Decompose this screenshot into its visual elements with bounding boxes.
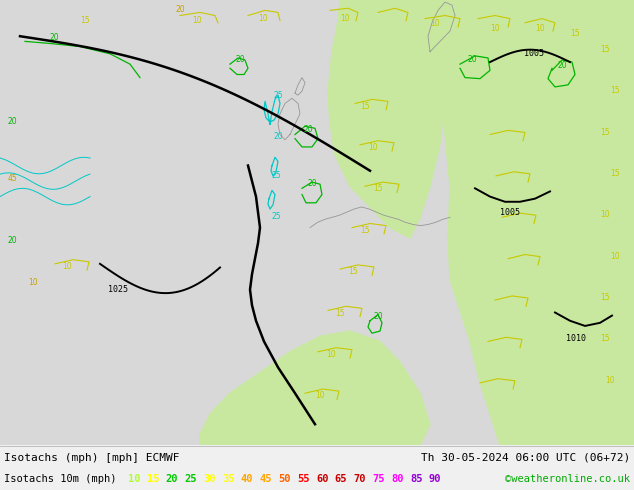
Text: 10: 10 xyxy=(28,277,37,287)
Text: 10: 10 xyxy=(62,262,72,271)
Text: 85: 85 xyxy=(410,474,422,484)
Text: 15: 15 xyxy=(373,184,383,194)
Text: 55: 55 xyxy=(297,474,309,484)
Text: 45: 45 xyxy=(259,474,272,484)
Polygon shape xyxy=(555,0,634,93)
Text: Isotachs (mph) [mph] ECMWF: Isotachs (mph) [mph] ECMWF xyxy=(4,453,179,463)
Text: 10: 10 xyxy=(128,474,141,484)
Text: 20: 20 xyxy=(374,312,384,320)
Text: 15: 15 xyxy=(610,169,619,178)
Text: 50: 50 xyxy=(278,474,291,484)
Text: 90: 90 xyxy=(429,474,441,484)
Text: 20: 20 xyxy=(50,33,60,42)
Text: 20: 20 xyxy=(308,179,318,188)
Text: 15: 15 xyxy=(600,127,610,137)
Text: 20: 20 xyxy=(8,117,18,126)
Text: 10: 10 xyxy=(258,14,268,23)
Text: 20: 20 xyxy=(558,61,567,70)
Text: ©weatheronline.co.uk: ©weatheronline.co.uk xyxy=(505,474,630,484)
Text: 10: 10 xyxy=(610,252,619,261)
Text: 45: 45 xyxy=(8,174,18,183)
Text: 10: 10 xyxy=(326,350,335,359)
Polygon shape xyxy=(200,331,430,445)
Text: 1005: 1005 xyxy=(500,208,520,217)
Text: Th 30-05-2024 06:00 UTC (06+72): Th 30-05-2024 06:00 UTC (06+72) xyxy=(421,453,630,463)
Text: 20: 20 xyxy=(8,236,18,245)
Text: 35: 35 xyxy=(222,474,235,484)
Text: 15: 15 xyxy=(360,226,370,235)
Text: 15: 15 xyxy=(600,293,610,302)
Text: 10: 10 xyxy=(490,24,500,33)
Text: 1005: 1005 xyxy=(524,49,544,58)
Text: 10: 10 xyxy=(340,14,349,23)
Text: 40: 40 xyxy=(241,474,254,484)
Text: 65: 65 xyxy=(335,474,347,484)
Text: 15: 15 xyxy=(600,335,610,343)
Text: 10: 10 xyxy=(605,376,614,385)
Text: 10: 10 xyxy=(368,143,378,152)
Text: 30: 30 xyxy=(204,474,216,484)
Text: 20: 20 xyxy=(274,132,283,141)
Text: 25: 25 xyxy=(274,91,283,100)
Polygon shape xyxy=(328,0,445,238)
Text: 15: 15 xyxy=(335,309,345,318)
Text: 20: 20 xyxy=(165,474,178,484)
Text: 20: 20 xyxy=(235,55,245,64)
Text: 15: 15 xyxy=(348,267,358,276)
Text: 15: 15 xyxy=(147,474,159,484)
Text: 1025: 1025 xyxy=(108,285,128,294)
Polygon shape xyxy=(420,0,634,445)
Text: 20: 20 xyxy=(303,125,313,134)
Text: 60: 60 xyxy=(316,474,328,484)
Text: 10: 10 xyxy=(535,24,545,33)
Text: 15: 15 xyxy=(570,29,579,38)
Text: 25: 25 xyxy=(272,171,281,180)
Text: Isotachs 10m (mph): Isotachs 10m (mph) xyxy=(4,474,117,484)
Text: 10: 10 xyxy=(600,210,610,220)
Text: 25: 25 xyxy=(272,212,281,221)
Text: 10: 10 xyxy=(430,19,439,28)
Text: 10: 10 xyxy=(315,392,325,400)
Text: 1010: 1010 xyxy=(566,335,586,343)
Text: 25: 25 xyxy=(184,474,197,484)
Text: 15: 15 xyxy=(360,101,370,111)
Text: 20: 20 xyxy=(175,5,184,14)
Text: 80: 80 xyxy=(391,474,404,484)
Text: 10: 10 xyxy=(192,16,202,25)
Text: 15: 15 xyxy=(610,86,619,95)
Text: 70: 70 xyxy=(354,474,366,484)
Text: 75: 75 xyxy=(372,474,385,484)
Text: 15: 15 xyxy=(600,45,610,54)
Text: 20: 20 xyxy=(468,55,477,64)
Text: 15: 15 xyxy=(80,16,89,25)
